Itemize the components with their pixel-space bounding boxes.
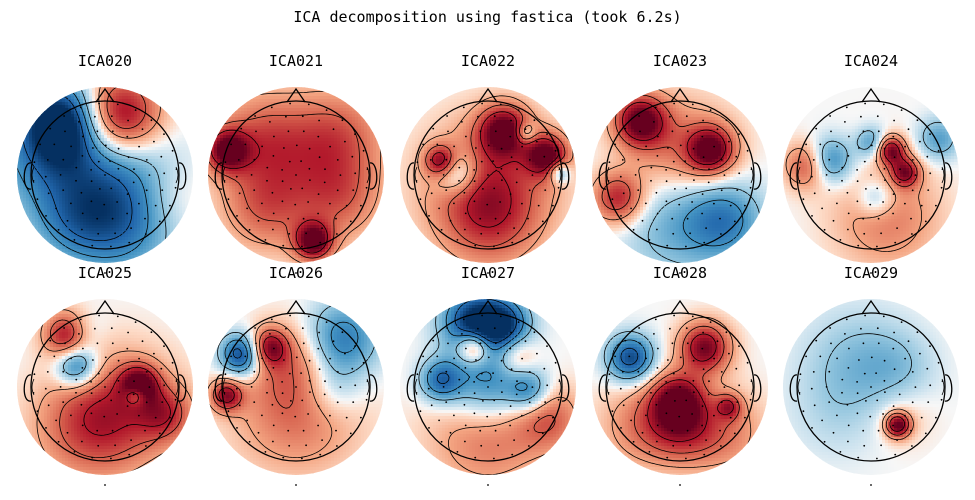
- topomap-title: ICA022: [392, 52, 584, 70]
- topomap-ica020: ICA020: [9, 52, 201, 288]
- head-plot: [9, 72, 201, 288]
- topomap-title: ICA026: [200, 264, 392, 282]
- topomap-ica023: ICA023: [584, 52, 776, 288]
- topomap-title: ICA028: [584, 264, 776, 282]
- topomap-ica022: ICA022: [392, 52, 584, 288]
- topomap-title: ICA027: [392, 264, 584, 282]
- figure-title: ICA decomposition using fastica (took 6.…: [0, 8, 975, 26]
- field-map: [783, 87, 961, 265]
- topomap-ica027: ICA027: [392, 264, 584, 500]
- head-plot: [200, 284, 392, 500]
- field-map: [592, 87, 770, 265]
- topomap-title: ICA029: [775, 264, 967, 282]
- topomap-ica024: ICA024: [775, 52, 967, 288]
- topomap-ica021: ICA021: [200, 52, 392, 288]
- topomap-title: ICA020: [9, 52, 201, 70]
- head-plot: [775, 72, 967, 288]
- topomap-title: ICA025: [9, 264, 201, 282]
- field-map: [783, 299, 961, 477]
- head-plot: [200, 72, 392, 288]
- topomap-title: ICA021: [200, 52, 392, 70]
- head-plot: [392, 72, 584, 288]
- topomap-ica026: ICA026: [200, 264, 392, 500]
- field-map: [400, 299, 578, 477]
- topomap-title: ICA024: [775, 52, 967, 70]
- head-plot: [9, 284, 201, 500]
- field-map: [208, 299, 386, 477]
- field-map: [592, 299, 770, 477]
- head-plot: [392, 284, 584, 500]
- topomap-ica025: ICA025: [9, 264, 201, 500]
- head-plot: [584, 72, 776, 288]
- head-plot: [775, 284, 967, 500]
- head-plot: [584, 284, 776, 500]
- topomap-ica028: ICA028: [584, 264, 776, 500]
- field-map: [17, 87, 195, 265]
- topomap-ica029: ICA029: [775, 264, 967, 500]
- topomap-title: ICA023: [584, 52, 776, 70]
